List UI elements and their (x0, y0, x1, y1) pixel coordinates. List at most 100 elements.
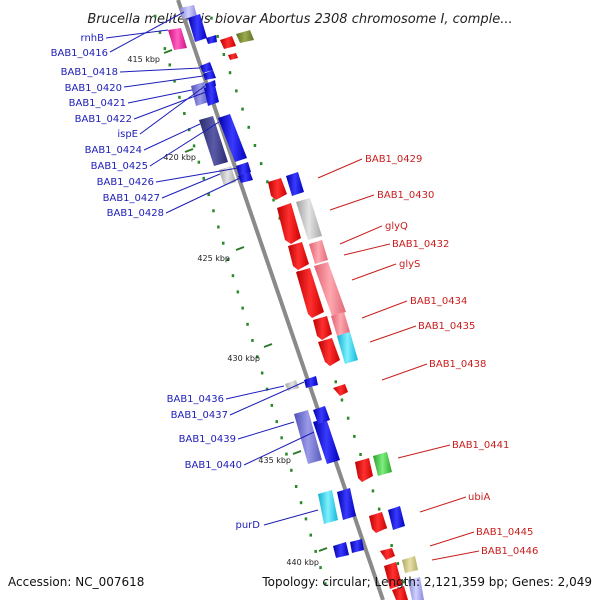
gc-tick (210, 16, 213, 20)
gene-BAB1_0446[interactable] (384, 562, 402, 589)
gene-BAB1_0440[interactable] (313, 418, 340, 464)
gene-glyQ[interactable] (288, 242, 309, 270)
gene-glyS-salmon[interactable] (314, 262, 346, 316)
gene-rev-top-red[interactable] (220, 36, 236, 49)
gc-tick (212, 209, 215, 213)
gene-label-glyS[interactable]: glyS (399, 259, 420, 270)
gc-tick (202, 176, 205, 180)
gene-label-BAB1_0437[interactable]: BAB1_0437 (171, 410, 228, 421)
gene-BAB1_0438[interactable] (333, 384, 348, 396)
gene-BAB1_0434[interactable] (313, 316, 332, 340)
gene-label-BAB1_0422[interactable]: BAB1_0422 (75, 114, 132, 125)
gene-label-BAB1_0425[interactable]: BAB1_0425 (91, 161, 148, 172)
gene-BAB1_0417[interactable] (206, 35, 217, 44)
gc-tick (294, 485, 298, 488)
gene-bottom-red[interactable] (392, 586, 408, 600)
gene-label-BAB1_0440[interactable]: BAB1_0440 (185, 460, 242, 471)
gene-label-BAB1_0420[interactable]: BAB1_0420 (65, 83, 122, 94)
gc-tick (270, 403, 274, 407)
gene-BAB1_0425[interactable] (236, 162, 251, 176)
gene-label-rnhB[interactable]: rnhB (81, 33, 105, 44)
gene-label-BAB1_0429[interactable]: BAB1_0429 (365, 154, 422, 165)
gc-tick (158, 30, 162, 34)
gene-ubiA[interactable] (369, 512, 387, 533)
gene-BAB1_0445[interactable] (380, 548, 395, 560)
gene-label-glyQ[interactable]: glyQ (385, 221, 408, 232)
gc-tick (228, 71, 232, 75)
gc-tick (371, 489, 375, 493)
gc-tick (260, 371, 264, 375)
gene-BAB1_0444[interactable] (350, 539, 364, 553)
gene-BAB1_0432[interactable] (309, 240, 328, 264)
gene-label-ispE[interactable]: ispE (117, 129, 138, 140)
gc-tick (163, 47, 167, 51)
gene-BAB1_0422[interactable] (205, 80, 216, 88)
gene-BAB1_0416[interactable] (180, 5, 197, 19)
map-title: Brucella melitensis biovar Abortus 2308 … (87, 12, 512, 27)
gc-tick (241, 306, 244, 310)
gc-tick (390, 544, 393, 547)
gene-label-BAB1_0426[interactable]: BAB1_0426 (97, 177, 154, 188)
gene-BAB1_0416-arrow[interactable] (188, 14, 207, 42)
gene-label-BAB1_0445[interactable]: BAB1_0445 (476, 527, 533, 538)
gene-purD[interactable] (318, 490, 338, 524)
gene-label-BAB1_0436[interactable]: BAB1_0436 (167, 394, 224, 405)
gene-label-purD[interactable]: purD (236, 520, 261, 531)
gene-label-BAB1_0435[interactable]: BAB1_0435 (418, 321, 475, 332)
gene-BAB1_0419[interactable] (203, 70, 216, 80)
gc-tick (353, 434, 356, 438)
gc-tick (259, 162, 263, 166)
gene-label-BAB1_0427[interactable]: BAB1_0427 (103, 193, 160, 204)
gene-label-BAB1_0430[interactable]: BAB1_0430 (377, 190, 434, 201)
gene-rnhB[interactable] (168, 28, 187, 50)
gene-purD-arrow[interactable] (337, 488, 356, 520)
gene-label-BAB1_0424[interactable]: BAB1_0424 (85, 145, 142, 156)
gene-BAB1_0435[interactable] (318, 338, 340, 366)
gene-BAB1_0430-grey[interactable] (296, 198, 322, 240)
gene-rev-top-olive[interactable] (236, 30, 254, 43)
gc-tick (396, 562, 400, 566)
gene-BAB1_0429[interactable] (268, 178, 287, 200)
gene-rev-top-red-small[interactable] (228, 53, 238, 60)
gc-tick (207, 193, 210, 197)
kbp-scale: 415 kbp 420 kbp 425 kbp 430 kbp 435 kbp … (127, 49, 328, 567)
gene-BAB1_0441[interactable] (355, 458, 373, 482)
gene-label-BAB1_0446[interactable]: BAB1_0446 (481, 546, 538, 557)
gene-label-ubiA[interactable]: ubiA (468, 492, 490, 503)
gene-glyS[interactable] (296, 268, 324, 318)
gene-BAB1_0436[interactable] (285, 380, 299, 391)
gene-BAB1_0435-cyan[interactable] (337, 332, 358, 364)
gene-BAB1_0418[interactable] (200, 62, 213, 73)
gene-BAB1_0441-green[interactable] (373, 452, 392, 476)
gene-label-BAB1_0438[interactable]: BAB1_0438 (429, 359, 486, 370)
gene-BAB1_0440b[interactable] (313, 406, 330, 424)
gene-label-BAB1_0418[interactable]: BAB1_0418 (61, 67, 118, 78)
gc-tick (285, 452, 288, 456)
gene-label-BAB1_0432[interactable]: BAB1_0432 (392, 239, 449, 250)
gc-tick (346, 416, 350, 420)
gene-BAB1_0427[interactable] (238, 172, 253, 183)
gene-label-BAB1_0439[interactable]: BAB1_0439 (179, 434, 236, 445)
gene-BAB1_0430[interactable] (277, 203, 301, 244)
left-labels (105, 11, 319, 526)
gene-label-BAB1_0428[interactable]: BAB1_0428 (107, 208, 164, 219)
gene-BAB1_0421[interactable] (204, 85, 219, 106)
gene-label-BAB1_0416[interactable]: BAB1_0416 (51, 48, 108, 59)
gene-label-BAB1_0434[interactable]: BAB1_0434 (410, 296, 467, 307)
gene-BAB1_0439[interactable] (294, 410, 322, 464)
gene-BAB1_0446-khaki[interactable] (402, 556, 418, 573)
gene-label-BAB1_0421[interactable]: BAB1_0421 (69, 98, 126, 109)
gene-ispE[interactable] (199, 116, 228, 166)
gene-bottom-lav[interactable] (408, 577, 424, 600)
gene-ubiA-fwd[interactable] (388, 506, 405, 530)
gene-BAB1_0429-fwd[interactable] (286, 172, 304, 196)
gene-label-BAB1_0441[interactable]: BAB1_0441 (452, 440, 509, 451)
gene-BAB1_0437[interactable] (304, 376, 318, 388)
gene-BAB1_0424[interactable] (218, 114, 247, 162)
gene-BAB1_0434b[interactable] (331, 312, 350, 336)
gene-BAB1_0443[interactable] (333, 542, 349, 558)
gc-tick (340, 398, 344, 402)
gc-tick (226, 258, 230, 261)
right-label-texts: BAB1_0429 BAB1_0430 glyQ BAB1_0432 glyS … (365, 154, 538, 557)
